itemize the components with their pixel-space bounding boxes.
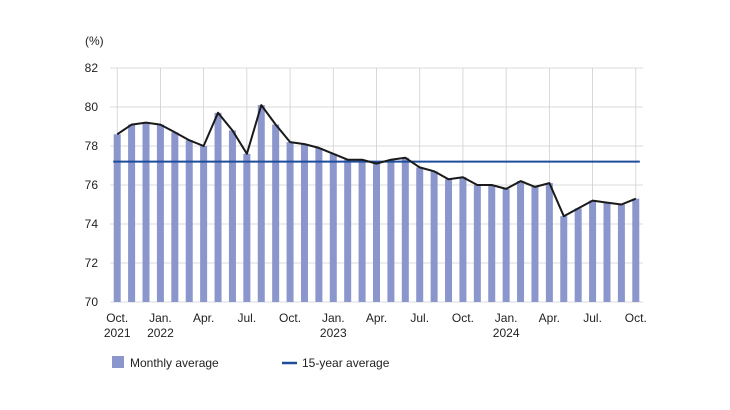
bar-22 bbox=[430, 171, 438, 302]
bar-30 bbox=[545, 183, 553, 302]
x-tick-label-6: Apr. bbox=[366, 311, 387, 325]
bar-20 bbox=[401, 157, 409, 302]
bars bbox=[113, 105, 640, 302]
y-tick-label-1: 72 bbox=[85, 256, 99, 270]
x-tick-label-9: Jan. bbox=[495, 311, 518, 325]
bar-3 bbox=[156, 124, 164, 302]
series-line-group bbox=[116, 104, 637, 218]
monthly-average-line bbox=[116, 104, 637, 218]
legend-label-15yr: 15-year average bbox=[302, 356, 390, 370]
y-tick-label-6: 82 bbox=[85, 61, 99, 75]
bar-11 bbox=[272, 124, 280, 302]
bar-29 bbox=[531, 186, 539, 302]
bar-25 bbox=[473, 185, 481, 302]
x-tick-label-5: Jan. bbox=[322, 311, 345, 325]
bar-14 bbox=[315, 147, 323, 302]
x-tick-label-1: Jan. bbox=[149, 311, 172, 325]
bar-33 bbox=[589, 200, 597, 302]
bar-9 bbox=[243, 153, 251, 302]
x-tick-label-2: Apr. bbox=[193, 311, 214, 325]
bar-23 bbox=[445, 179, 453, 302]
x-tick-label-10: Apr. bbox=[539, 311, 560, 325]
x-tick-label-8: Oct. bbox=[452, 311, 474, 325]
bar-24 bbox=[459, 177, 467, 302]
x-tick-label-0: Oct. bbox=[106, 311, 128, 325]
bar-10 bbox=[257, 105, 265, 302]
bar-5 bbox=[185, 140, 193, 302]
legend-swatch-monthly bbox=[112, 356, 124, 368]
x-tick-year-1: 2022 bbox=[147, 326, 174, 340]
y-unit-label: (%) bbox=[85, 34, 104, 48]
y-tick-label-4: 78 bbox=[85, 139, 99, 153]
bar-18 bbox=[373, 163, 380, 302]
bar-17 bbox=[358, 159, 366, 302]
legend-label-monthly: Monthly average bbox=[130, 356, 219, 370]
y-tick-label-0: 70 bbox=[85, 295, 99, 309]
bar-19 bbox=[387, 159, 395, 302]
bar-8 bbox=[228, 130, 236, 302]
bar-6 bbox=[200, 146, 208, 302]
x-tick-year-0: 2021 bbox=[104, 326, 131, 340]
bar-7 bbox=[214, 112, 222, 302]
x-tick-label-4: Oct. bbox=[279, 311, 301, 325]
x-tick-label-7: Jul. bbox=[410, 311, 429, 325]
bar-32 bbox=[574, 208, 582, 302]
bar-21 bbox=[416, 167, 424, 302]
bar-15 bbox=[329, 153, 337, 302]
bar-4 bbox=[171, 132, 179, 302]
bar-16 bbox=[344, 159, 352, 302]
x-tick-year-9: 2024 bbox=[493, 326, 520, 340]
bar-2 bbox=[142, 122, 150, 302]
bar-28 bbox=[517, 181, 525, 302]
y-tick-label-5: 80 bbox=[85, 100, 99, 114]
y-tick-label-2: 74 bbox=[85, 217, 99, 231]
bar-27 bbox=[502, 188, 510, 302]
bar-1 bbox=[128, 124, 136, 302]
bar-26 bbox=[488, 185, 496, 302]
x-tick-label-3: Jul. bbox=[238, 311, 257, 325]
y-axis-ticks: 70 72 74 76 78 80 82 bbox=[85, 61, 99, 309]
bar-35 bbox=[617, 204, 625, 302]
x-tick-label-11: Jul. bbox=[583, 311, 602, 325]
bar-31 bbox=[560, 216, 568, 302]
bar-12 bbox=[286, 142, 294, 302]
x-tick-label-12: Oct. bbox=[625, 311, 647, 325]
legend: Monthly average 15-year average bbox=[112, 356, 390, 370]
x-tick-year-5: 2023 bbox=[320, 326, 347, 340]
bar-36 bbox=[632, 198, 640, 302]
bar-0 bbox=[113, 134, 121, 302]
bar-13 bbox=[300, 144, 308, 302]
y-tick-label-3: 76 bbox=[85, 178, 99, 192]
bar-34 bbox=[603, 202, 611, 302]
